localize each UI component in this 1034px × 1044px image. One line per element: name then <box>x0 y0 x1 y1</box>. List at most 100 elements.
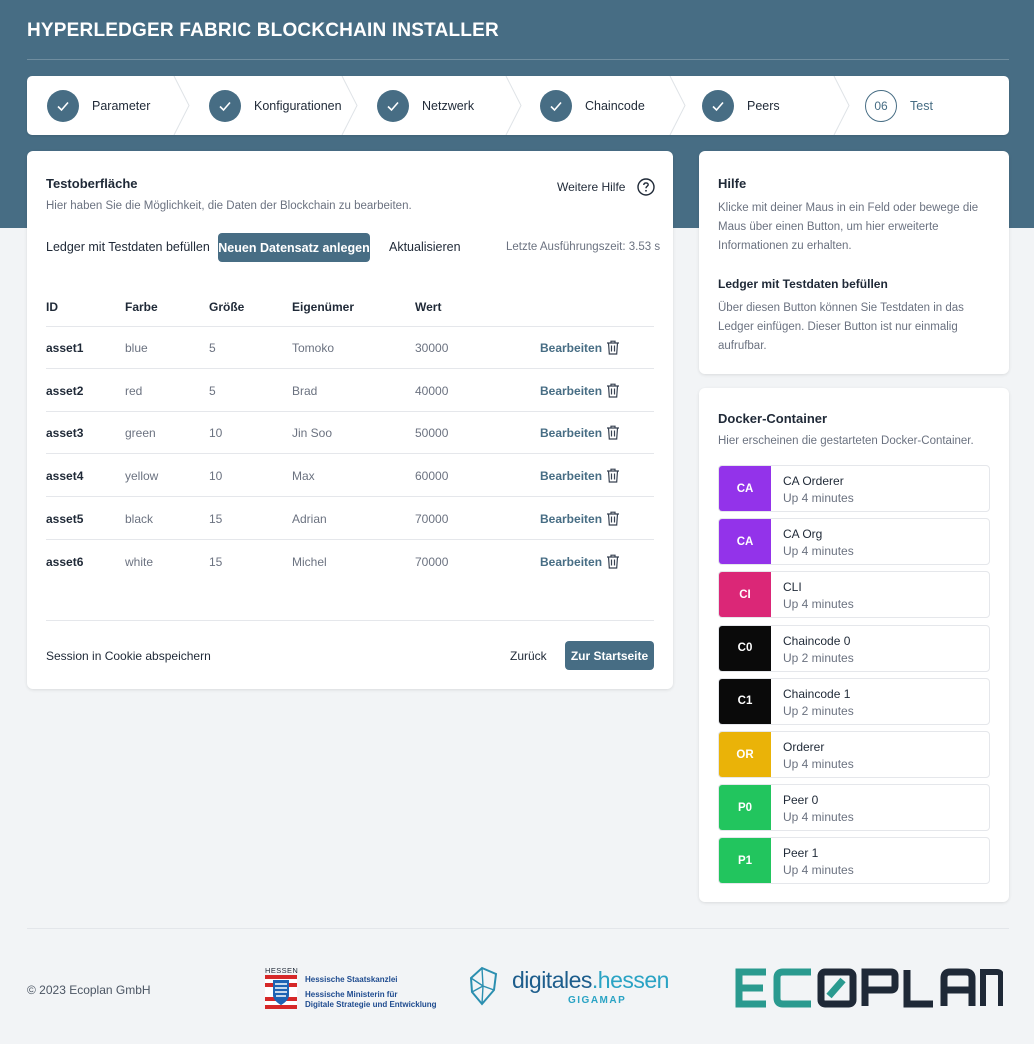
docker-title: Docker-Container <box>718 411 828 426</box>
question-icon <box>637 178 656 196</box>
container-badge: CA <box>719 519 771 565</box>
digitales-word: digitales <box>512 967 592 993</box>
edit-button[interactable]: Bearbeiten <box>540 426 603 441</box>
container-name: CA Orderer <box>783 474 844 488</box>
digitales-hessen-logo: digitales.hessen GIGAMAP <box>468 965 669 1011</box>
leaf-logo-icon <box>469 966 498 1006</box>
cell-color: blue <box>125 341 148 355</box>
help-card <box>699 151 1009 374</box>
cell-value: 70000 <box>415 554 449 569</box>
container-badge: CI <box>719 572 771 618</box>
step-netzwerk[interactable]: Netzwerk <box>377 76 474 135</box>
cell-value: 40000 <box>415 383 449 398</box>
container-status: Up 4 minutes <box>783 757 854 771</box>
card-subtitle: Hier haben Sie die Möglichkeit, die Date… <box>46 200 412 212</box>
hessen-word: .hessen <box>591 967 670 993</box>
new-record-button[interactable]: Neuen Datensatz anlegen <box>218 233 370 262</box>
docker-container-item[interactable]: CA CA Org Up 4 minutes <box>718 518 990 566</box>
step-separator <box>669 76 686 135</box>
hessen-state: HESSEN <box>265 966 299 975</box>
column-header-value: Wert <box>415 300 442 314</box>
container-status: Up 2 minutes <box>783 703 854 718</box>
docker-container-item[interactable]: P0 Peer 0 Up 4 minutes <box>718 784 990 832</box>
fill-ledger-button[interactable]: Ledger mit Testdaten befüllen <box>46 240 210 254</box>
docker-container-item[interactable]: OR Orderer Up 4 minutes <box>718 731 990 778</box>
column-header-id: ID <box>46 300 58 314</box>
step-label: Peers <box>747 98 780 113</box>
cell-id: asset5 <box>46 511 84 526</box>
cell-size: 15 <box>209 511 223 526</box>
cell-value: 30000 <box>415 341 449 355</box>
row-divider <box>46 368 654 369</box>
trash-icon[interactable] <box>606 511 620 526</box>
cell-owner: Tomoko <box>292 341 335 355</box>
docker-subtitle: Hier erscheinen die gestarteten Docker-C… <box>718 435 974 447</box>
container-status: Up 4 minutes <box>783 491 854 505</box>
cell-color: black <box>125 511 154 526</box>
cell-size: 15 <box>209 554 223 569</box>
edit-button[interactable]: Bearbeiten <box>540 554 603 569</box>
step-parameter[interactable]: Parameter <box>47 76 150 135</box>
refresh-button[interactable]: Aktualisieren <box>389 240 461 254</box>
check-icon <box>540 89 572 122</box>
edit-button[interactable]: Bearbeiten <box>540 383 603 398</box>
cell-id: asset2 <box>46 383 84 398</box>
cell-owner: Adrian <box>292 511 327 526</box>
step-test[interactable]: 06 Test <box>865 76 933 135</box>
help-link[interactable]: Weitere Hilfe <box>557 178 656 196</box>
column-header-owner: Eigenümer <box>292 300 355 314</box>
step-chaincode[interactable]: Chaincode <box>540 76 645 135</box>
container-badge: C0 <box>719 625 771 671</box>
hessen-logo: HESSEN Hessische Staatskanzlei Hessische… <box>264 966 454 1012</box>
container-status: Up 4 minutes <box>783 597 854 612</box>
back-button[interactable]: Zurück <box>510 649 547 663</box>
step-konfigurationen[interactable]: Konfigurationen <box>209 76 342 135</box>
step-label: Chaincode <box>585 98 645 113</box>
hessen-coat-of-arms-icon <box>265 975 297 1009</box>
cell-id: asset6 <box>46 554 84 569</box>
docker-container-item[interactable]: CA CA Orderer Up 4 minutes <box>718 465 990 512</box>
trash-icon[interactable] <box>606 340 620 355</box>
cell-value: 50000 <box>415 426 449 441</box>
check-icon <box>702 89 734 122</box>
docker-container-item[interactable]: C0 Chaincode 0 Up 2 minutes <box>718 624 990 672</box>
card-title: Testoberfläche <box>46 176 138 191</box>
cell-id: asset4 <box>46 469 84 484</box>
container-status: Up 2 minutes <box>783 650 854 665</box>
row-divider <box>46 538 654 540</box>
test-interface-card <box>27 151 673 689</box>
edit-button[interactable]: Bearbeiten <box>540 511 603 526</box>
check-icon <box>209 89 241 122</box>
docker-container-item[interactable]: CI CLI Up 4 minutes <box>718 571 990 619</box>
cell-size: 10 <box>209 426 223 441</box>
step-peers[interactable]: Peers <box>702 76 780 135</box>
container-status: Up 4 minutes <box>783 810 854 825</box>
cell-owner: Jin Soo <box>292 426 333 441</box>
cell-owner: Max <box>292 469 315 484</box>
edit-button[interactable]: Bearbeiten <box>540 469 603 484</box>
save-session-button[interactable]: Session in Cookie abspeichern <box>46 649 211 663</box>
help-link-label: Weitere Hilfe <box>557 180 626 194</box>
cell-value: 70000 <box>415 511 449 526</box>
docker-container-item[interactable]: C1 Chaincode 1 Up 2 minutes <box>718 677 990 725</box>
step-label: Parameter <box>92 98 151 113</box>
gigamap-label: GIGAMAP <box>568 995 627 1006</box>
step-separator <box>833 76 850 135</box>
step-label: Test <box>910 98 933 113</box>
trash-icon[interactable] <box>606 383 620 398</box>
cell-id: asset1 <box>46 341 84 355</box>
container-badge: P0 <box>719 785 771 831</box>
row-divider <box>46 496 654 498</box>
ecoplan-logo <box>733 966 1004 1010</box>
trash-icon[interactable] <box>606 468 620 483</box>
cell-size: 10 <box>209 469 223 484</box>
docker-container-item[interactable]: P1 Peer 1 Up 4 minutes <box>718 837 990 885</box>
cell-color: yellow <box>125 469 159 484</box>
home-button[interactable]: Zur Startseite <box>565 641 654 670</box>
edit-button[interactable]: Bearbeiten <box>540 341 603 355</box>
step-separator <box>173 76 190 135</box>
digitales-hessen-wordmark: digitales.hessen <box>512 967 669 994</box>
trash-icon[interactable] <box>606 425 620 440</box>
cell-size: 5 <box>209 383 216 398</box>
trash-icon[interactable] <box>606 554 620 569</box>
